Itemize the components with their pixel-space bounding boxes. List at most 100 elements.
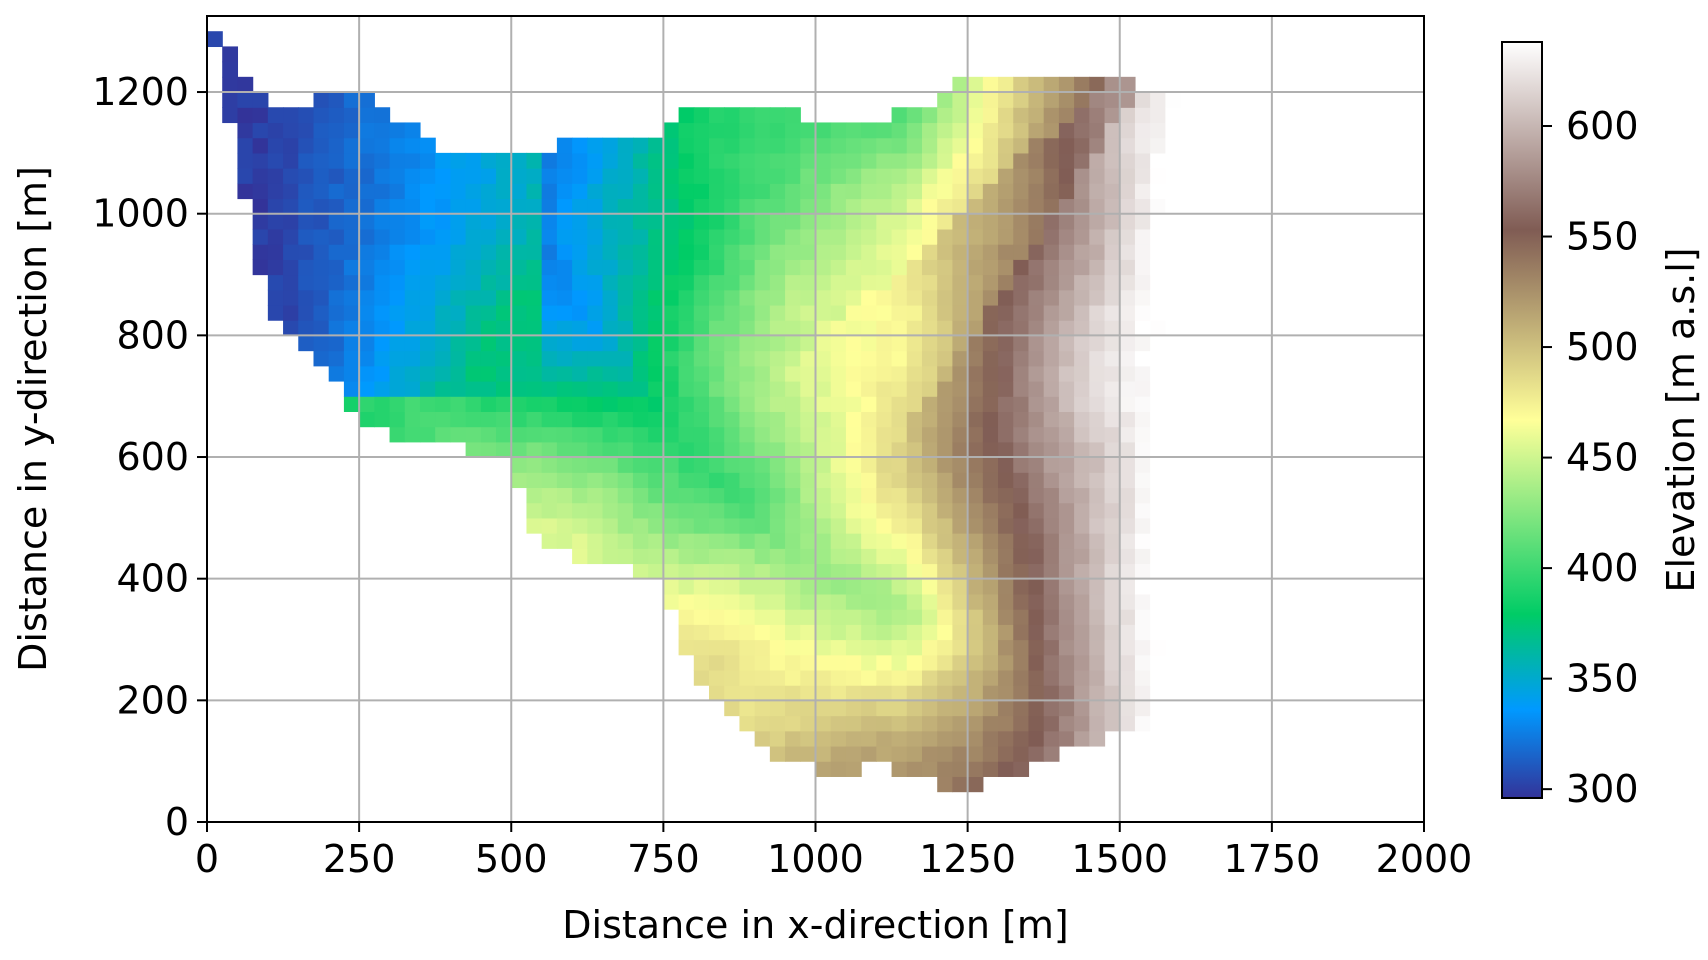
heatmap-cell — [1347, 685, 1364, 701]
heatmap-cell — [800, 244, 817, 260]
heatmap-cell — [1271, 517, 1288, 534]
heatmap-cell — [663, 213, 680, 230]
heatmap-cell — [937, 380, 954, 397]
heatmap-cell — [1332, 776, 1349, 793]
heatmap-cell — [769, 213, 786, 230]
heatmap-cell — [891, 487, 908, 504]
heatmap-cell — [1150, 548, 1166, 565]
heatmap-cell — [998, 761, 1014, 777]
heatmap-cell — [1393, 685, 1410, 701]
heatmap-cell — [1119, 441, 1136, 458]
heatmap-cell — [1119, 350, 1136, 367]
heatmap-cell — [1028, 609, 1045, 625]
heatmap-cell — [1089, 198, 1106, 215]
colorbar — [1501, 41, 1543, 799]
heatmap-cell — [952, 776, 969, 793]
heatmap-cell — [1256, 578, 1273, 595]
heatmap-cell — [1180, 380, 1197, 397]
heatmap-cell — [1058, 350, 1075, 367]
heatmap-cell — [1363, 669, 1379, 686]
heatmap-cell — [1058, 578, 1075, 595]
heatmap-cell — [906, 487, 923, 504]
heatmap-cell — [785, 730, 801, 747]
heatmap-cell — [1043, 335, 1060, 352]
heatmap-cell — [1165, 122, 1182, 139]
heatmap-cell — [343, 183, 360, 200]
heatmap-cell — [1043, 213, 1060, 230]
heatmap-cell — [556, 183, 573, 200]
heatmap-cell — [815, 228, 832, 245]
heatmap-cell — [845, 426, 862, 443]
heatmap-cell — [693, 213, 710, 230]
heatmap-cell — [1302, 639, 1319, 656]
heatmap-cell — [1150, 730, 1166, 747]
heatmap-cell — [496, 411, 512, 428]
heatmap-cell — [709, 107, 725, 124]
heatmap-cell — [769, 715, 786, 732]
heatmap-cell — [1119, 228, 1136, 245]
heatmap-cell — [724, 380, 741, 397]
heatmap-cell — [572, 304, 588, 321]
heatmap-cell — [496, 168, 512, 184]
heatmap-cell — [511, 441, 528, 458]
heatmap-cell — [952, 624, 969, 641]
heatmap-cell — [1195, 624, 1212, 641]
heatmap-cell — [1180, 624, 1197, 641]
heatmap-cell — [876, 289, 893, 306]
heatmap-cell — [556, 228, 573, 245]
heatmap-cell — [709, 380, 725, 397]
heatmap-cell — [222, 46, 239, 63]
heatmap-cell — [891, 244, 908, 260]
heatmap-cell — [343, 228, 360, 245]
heatmap-cell — [1332, 745, 1349, 762]
heatmap-cell — [1013, 533, 1030, 549]
heatmap-cell — [693, 274, 710, 291]
heatmap-cell — [967, 107, 984, 124]
heatmap-cell — [632, 350, 649, 367]
heatmap-cell — [374, 107, 391, 124]
heatmap-cell — [1180, 183, 1197, 200]
heatmap-cell — [1119, 365, 1136, 382]
heatmap-cell — [587, 259, 604, 276]
heatmap-cell — [1043, 745, 1060, 762]
heatmap-cell — [800, 350, 817, 367]
heatmap-cell — [724, 122, 741, 139]
heatmap-cell — [1195, 700, 1212, 717]
heatmap-cell — [998, 289, 1014, 306]
heatmap-cell — [937, 441, 954, 458]
heatmap-cell — [1180, 654, 1197, 671]
heatmap-cell — [754, 624, 771, 641]
heatmap-cell — [556, 457, 573, 473]
heatmap-cell — [1165, 304, 1182, 321]
heatmap-cell — [1074, 107, 1090, 124]
heatmap-cell — [1180, 244, 1197, 260]
heatmap-cell — [587, 304, 604, 321]
heatmap-cell — [1302, 730, 1319, 747]
heatmap-cell — [1134, 380, 1151, 397]
heatmap-cell — [830, 654, 847, 671]
heatmap-cell — [572, 289, 588, 306]
heatmap-cell — [617, 244, 634, 260]
heatmap-cell — [572, 152, 588, 169]
heatmap-cell — [1165, 259, 1182, 276]
heatmap-cell — [648, 396, 664, 412]
heatmap-cell — [982, 380, 999, 397]
heatmap-cell — [906, 578, 923, 595]
heatmap-cell — [693, 183, 710, 200]
heatmap-cell — [1119, 654, 1136, 671]
heatmap-cell — [1211, 380, 1227, 397]
heatmap-cell — [419, 137, 436, 154]
heatmap-cell — [845, 396, 862, 412]
heatmap-cell — [1332, 593, 1349, 610]
heatmap-cell — [678, 502, 695, 519]
heatmap-cell — [800, 487, 817, 504]
heatmap-cell — [632, 563, 649, 580]
heatmap-cell — [1058, 304, 1075, 321]
heatmap-cell — [313, 107, 330, 124]
heatmap-cell — [815, 472, 832, 489]
heatmap-cell — [709, 654, 725, 671]
heatmap-cell — [1028, 685, 1045, 701]
heatmap-cell — [739, 502, 756, 519]
heatmap-cell — [1271, 745, 1288, 762]
heatmap-cell — [359, 122, 375, 139]
